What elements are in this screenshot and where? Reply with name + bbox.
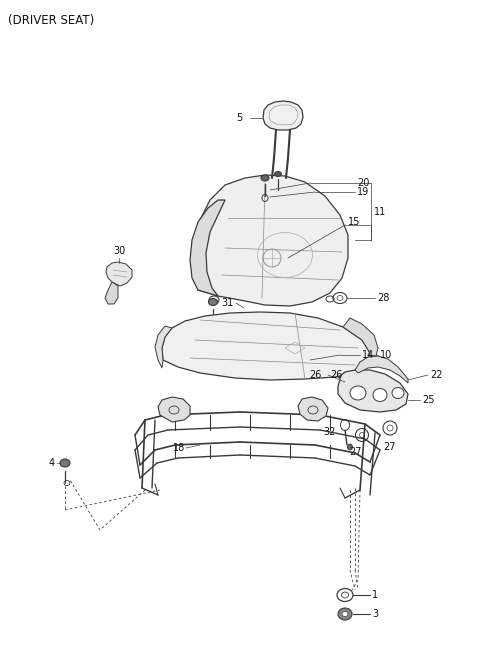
Text: 25: 25 xyxy=(422,395,434,405)
Text: 3: 3 xyxy=(372,609,378,619)
Polygon shape xyxy=(195,175,348,306)
Polygon shape xyxy=(162,312,370,380)
Text: 27: 27 xyxy=(384,442,396,452)
Polygon shape xyxy=(343,318,378,365)
Ellipse shape xyxy=(275,171,281,176)
Ellipse shape xyxy=(350,386,366,400)
Text: 26: 26 xyxy=(330,370,342,380)
Text: 4: 4 xyxy=(49,458,55,468)
Ellipse shape xyxy=(60,459,70,467)
Polygon shape xyxy=(105,282,118,304)
Text: 22: 22 xyxy=(430,370,443,380)
Text: 27: 27 xyxy=(350,447,362,457)
Text: 18: 18 xyxy=(173,443,185,453)
Ellipse shape xyxy=(208,298,217,306)
Text: 30: 30 xyxy=(113,246,125,256)
Text: 26: 26 xyxy=(310,370,322,380)
Ellipse shape xyxy=(348,444,352,450)
Ellipse shape xyxy=(338,608,352,620)
Polygon shape xyxy=(155,326,172,368)
Text: (DRIVER SEAT): (DRIVER SEAT) xyxy=(8,14,94,27)
Polygon shape xyxy=(355,356,408,383)
Polygon shape xyxy=(338,370,408,412)
Polygon shape xyxy=(263,101,303,130)
Ellipse shape xyxy=(373,388,387,401)
Polygon shape xyxy=(298,397,328,421)
Text: 10: 10 xyxy=(380,350,392,360)
Ellipse shape xyxy=(342,611,348,617)
Text: 28: 28 xyxy=(377,293,389,303)
Polygon shape xyxy=(106,262,132,286)
Ellipse shape xyxy=(261,175,269,181)
Text: 20: 20 xyxy=(357,178,370,188)
Text: 32: 32 xyxy=(324,427,336,437)
Polygon shape xyxy=(158,397,190,422)
Text: 19: 19 xyxy=(357,187,369,197)
Text: 5: 5 xyxy=(236,113,242,123)
Text: 15: 15 xyxy=(348,217,360,227)
Ellipse shape xyxy=(392,388,404,398)
Polygon shape xyxy=(190,200,225,296)
Text: 11: 11 xyxy=(374,207,386,217)
Text: 14: 14 xyxy=(362,350,374,360)
Text: 31: 31 xyxy=(222,298,234,308)
Text: 1: 1 xyxy=(372,590,378,600)
